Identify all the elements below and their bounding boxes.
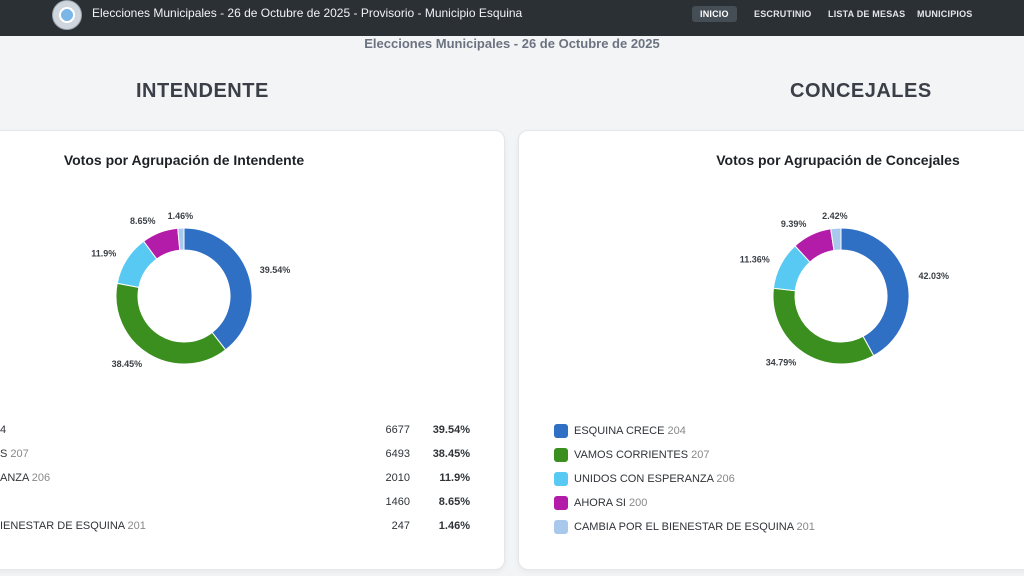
province-seal-logo[interactable]	[52, 0, 82, 30]
legend-item[interactable]: AHORA SI 200	[554, 496, 647, 514]
donut-slice-0-1[interactable]	[115, 282, 227, 365]
legend-label: AHORA SI	[574, 496, 626, 509]
table-row: 1460 8.65%	[0, 496, 480, 514]
concejales-chart-card	[518, 130, 1024, 570]
vote-percentage: 39.54%	[432, 424, 470, 436]
vote-count: 1460	[385, 496, 410, 508]
legend-item[interactable]: ESQUINA CRECE 204	[554, 424, 686, 442]
donut-slice-1-1[interactable]	[772, 287, 875, 365]
table-row: IENESTAR DE ESQUINA 201 247 1.46%	[0, 520, 480, 538]
legend-swatch	[554, 520, 568, 534]
legend-label: UNIDOS CON ESPERANZA	[574, 472, 714, 485]
list-number: 201	[793, 520, 815, 533]
legend-item[interactable]: CAMBIA POR EL BIENESTAR DE ESQUINA 201	[554, 520, 815, 538]
intendente-chart-title: Votos por Agrupación de Intendente	[63, 152, 305, 168]
table-row: ANZA 206 2010 11.9%	[0, 472, 480, 490]
table-row: S 207 6493 38.45%	[0, 448, 480, 466]
donut-label-1-1: 34.79%	[766, 357, 797, 367]
legend-swatch	[554, 472, 568, 486]
list-number: 206	[28, 472, 51, 484]
vote-count: 6493	[385, 448, 410, 460]
vote-count: 6677	[385, 424, 410, 436]
page-subtitle: Elecciones Municipales - 26 de Octubre d…	[364, 36, 660, 51]
party-name: 4	[0, 424, 7, 436]
legend-swatch	[554, 448, 568, 462]
party-name: ANZA	[0, 472, 29, 484]
list-number: 207	[688, 448, 710, 461]
party-name: IENESTAR DE ESQUINA	[0, 520, 125, 532]
vote-percentage: 11.9%	[439, 472, 470, 484]
donut-label-0-2: 11.9%	[91, 248, 116, 258]
concejales-chart-title: Votos por Agrupación de Concejales	[716, 152, 960, 168]
donut-label-1-0: 42.03%	[919, 271, 950, 281]
donut-label-1-2: 11.36%	[740, 255, 770, 265]
legend-label: CAMBIA POR EL BIENESTAR DE ESQUINA	[574, 520, 794, 533]
donut-slice-1-0[interactable]	[840, 227, 910, 357]
list-number: 200	[625, 496, 648, 509]
list-number: 207	[7, 448, 29, 460]
legend-item[interactable]: VAMOS CORRIENTES 207	[554, 448, 710, 466]
donut-slice-0-0[interactable]	[183, 227, 253, 351]
vote-percentage: 1.46%	[438, 520, 470, 532]
section-title-concejales: CONCEJALES	[790, 80, 932, 102]
vote-count: 2010	[385, 472, 410, 484]
intendente-donut-chart: 39.54% 38.45% 11.9% 8.65% 1.46%	[91, 211, 290, 369]
list-number: 206	[713, 472, 735, 485]
legend-swatch	[554, 496, 568, 510]
donut-label-1-3: 9.39%	[781, 219, 807, 229]
list-number: 201	[124, 520, 146, 532]
donut-label-0-4: 1.46%	[168, 211, 194, 221]
intendente-chart-card	[0, 130, 505, 570]
nav-link-lista-de-mesas[interactable]: LISTA DE MESAS	[828, 9, 906, 19]
table-row: 4 6677 39.54%	[0, 424, 480, 442]
section-title-intendente: INTENDENTE	[136, 80, 269, 102]
donut-label-0-1: 38.45%	[112, 359, 143, 369]
donut-label-0-3: 8.65%	[130, 216, 156, 226]
donut-slice-0-4[interactable]	[177, 227, 185, 251]
nav-link-municipios[interactable]: MUNICIPIOS	[917, 9, 973, 19]
vote-percentage: 38.45%	[432, 448, 470, 460]
nav-link-escrutinio[interactable]: ESCRUTINIO	[754, 9, 812, 19]
vote-count: 247	[391, 520, 410, 532]
nav-link-inicio[interactable]: INICIO	[692, 6, 737, 22]
navbar: Elecciones Municipales - 26 de Octubre d…	[0, 0, 1024, 36]
legend-label: ESQUINA CRECE	[574, 424, 665, 437]
donut-label-1-4: 2.42%	[822, 211, 848, 221]
donut-label-0-0: 39.54%	[260, 265, 291, 275]
party-name: S	[0, 448, 8, 460]
donut-slice-1-4[interactable]	[830, 227, 842, 252]
list-number: 204	[664, 424, 686, 437]
legend-item[interactable]: UNIDOS CON ESPERANZA 206	[554, 472, 735, 490]
legend-swatch	[554, 424, 568, 438]
navbar-title[interactable]: Elecciones Municipales - 26 de Octubre d…	[92, 6, 523, 20]
legend-label: VAMOS CORRIENTES	[574, 448, 689, 461]
concejales-donut-chart: 42.03% 34.79% 11.36% 9.39% 2.42%	[740, 211, 949, 367]
vote-percentage: 8.65%	[438, 496, 470, 508]
